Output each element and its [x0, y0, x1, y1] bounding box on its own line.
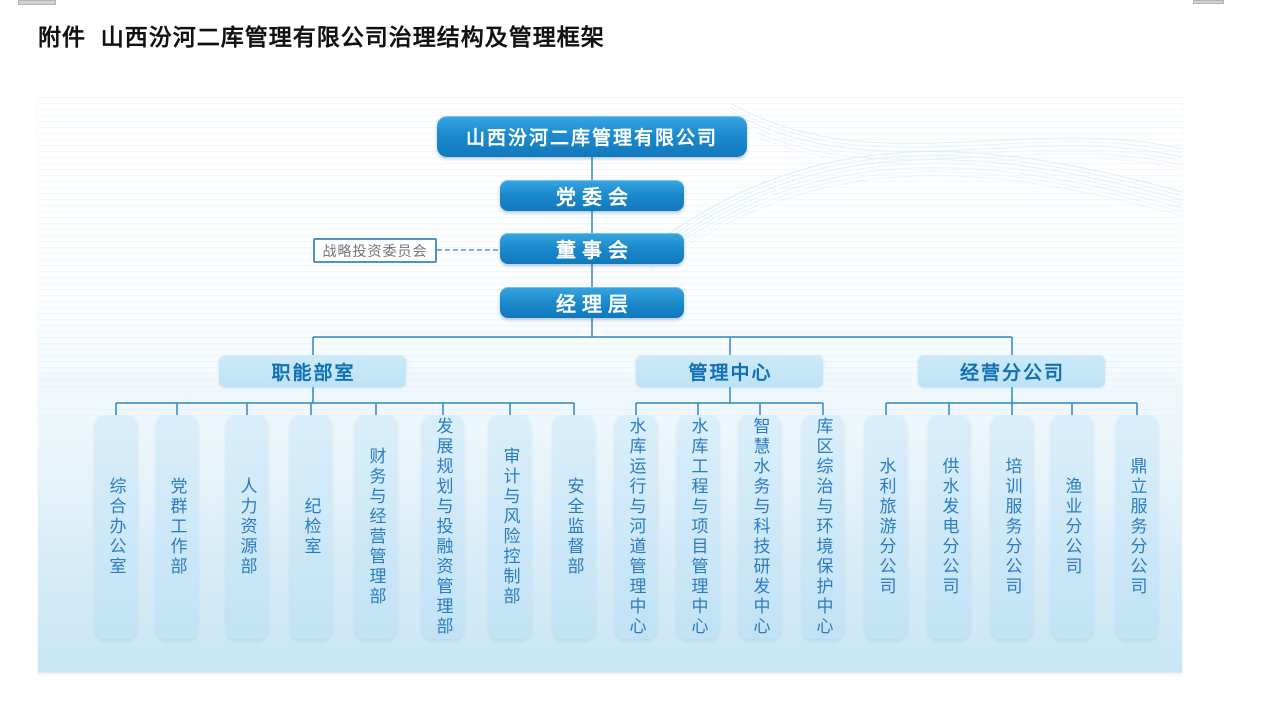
- top-right-gray-bar: [1193, 0, 1224, 4]
- org-leaf: 纪检室: [290, 415, 332, 639]
- group-header-functional: 职能部室: [219, 355, 406, 387]
- org-leaf: 渔业分公司: [1051, 415, 1093, 639]
- org-leaf: 供水发电分公司: [928, 415, 970, 639]
- top-left-gray-bar: [18, 0, 56, 5]
- org-root-node: 山西汾河二库管理有限公司: [437, 116, 747, 157]
- org-leaf: 发展规划与投融资管理部: [422, 415, 464, 639]
- org-leaf: 综合办公室: [95, 415, 137, 639]
- org-leaf: 培训服务分公司: [991, 415, 1033, 639]
- strategy-committee-node: 战略投资委员会: [313, 238, 437, 263]
- org-leaf: 水库运行与河道管理中心: [615, 415, 657, 639]
- group-header-branches: 经营分公司: [918, 355, 1105, 387]
- management-layer-node: 经理层: [500, 287, 684, 318]
- org-leaf: 人力资源部: [226, 415, 268, 639]
- org-leaf: 库区综治与环境保护中心: [802, 415, 844, 639]
- org-leaf: 党群工作部: [156, 415, 198, 639]
- org-leaf: 财务与经营管理部: [355, 415, 397, 639]
- org-leaf: 审计与风险控制部: [489, 415, 531, 639]
- group-header-centers: 管理中心: [636, 355, 823, 387]
- org-leaf: 智慧水务与科技研发中心: [739, 415, 781, 639]
- org-leaf: 安全监督部: [553, 415, 595, 639]
- org-leaf: 水库工程与项目管理中心: [677, 415, 719, 639]
- party-committee-node: 党委会: [500, 180, 684, 211]
- board-node: 董事会: [500, 233, 684, 264]
- org-leaf: 鼎立服务分公司: [1116, 415, 1158, 639]
- page-title: 附件 山西汾河二库管理有限公司治理结构及管理框架: [38, 24, 605, 50]
- org-leaf: 水利旅游分公司: [865, 415, 907, 639]
